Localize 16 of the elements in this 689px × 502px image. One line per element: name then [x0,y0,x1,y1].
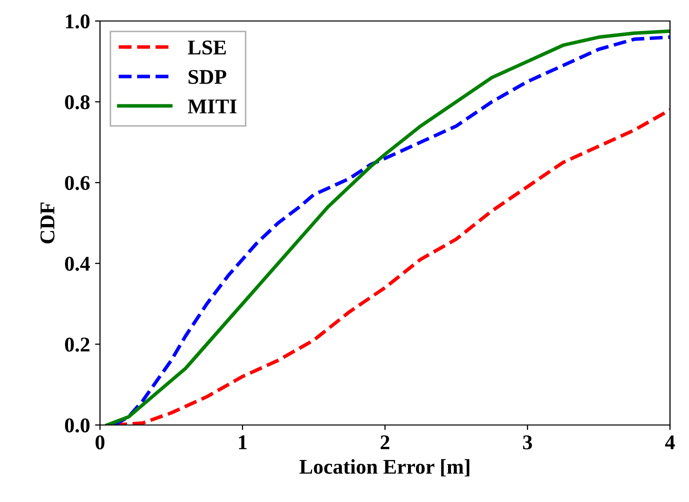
x-tick-label: 3 [523,435,532,450]
y-tick-label: 0.4 [65,256,90,271]
y-tick-label: 0.2 [65,338,90,352]
y-tick-label: 0.0 [65,418,90,433]
x-tick-label: 2 [380,435,390,450]
y-tick-label: 0.6 [65,176,90,190]
x-tick-label: 1 [238,435,247,450]
y-tick-label: 0.8 [65,95,90,110]
x-tick-label: 4 [665,435,675,450]
x-tick-label: 0 [96,435,104,450]
legend-label: SDP [188,70,226,84]
y-tick-label: 1.0 [66,14,90,29]
y-axis-title: CDF [40,202,54,244]
legend-label: LSE [188,40,226,55]
legend-label: MITI [188,100,237,114]
x-axis-title: Location Error [m] [300,459,470,476]
